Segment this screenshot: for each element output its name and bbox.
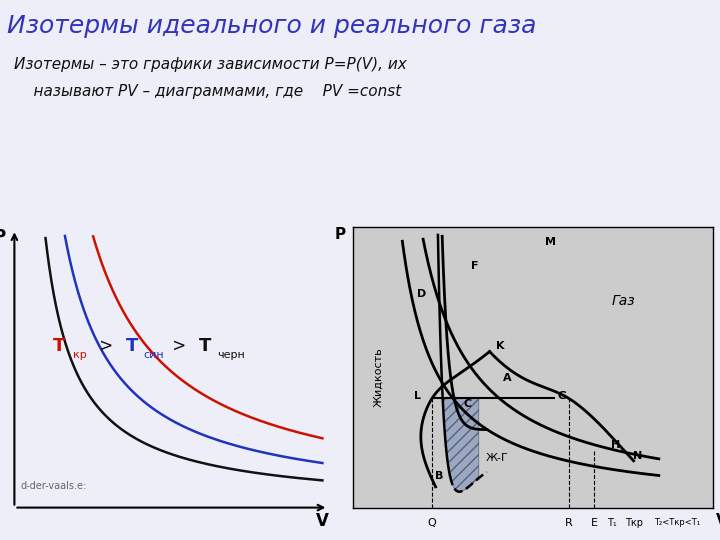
- Text: черн: черн: [217, 350, 245, 361]
- Text: D: D: [417, 289, 426, 299]
- Text: кр: кр: [73, 350, 87, 361]
- Text: P: P: [335, 227, 346, 242]
- Text: син: син: [143, 350, 164, 361]
- Text: Tкр: Tкр: [624, 518, 642, 528]
- Text: E: E: [590, 518, 598, 528]
- Text: >: >: [167, 338, 192, 355]
- Text: F: F: [472, 261, 479, 271]
- Polygon shape: [443, 399, 479, 492]
- Text: G: G: [557, 391, 566, 401]
- Text: B: B: [435, 471, 444, 481]
- Text: H: H: [611, 440, 620, 450]
- Text: V: V: [316, 511, 329, 530]
- Text: >: >: [94, 338, 118, 355]
- Text: T₁: T₁: [607, 518, 617, 528]
- Text: P: P: [0, 228, 6, 246]
- Text: V: V: [716, 513, 720, 528]
- Text: M: M: [545, 238, 557, 247]
- Text: Q: Q: [428, 518, 436, 528]
- Text: Изотермы – это графики зависимости P=P(V), их: Изотермы – это графики зависимости P=P(V…: [14, 57, 407, 72]
- Text: N: N: [633, 450, 642, 461]
- Text: Жидкость: Жидкость: [373, 348, 383, 407]
- Text: называют PV – диаграммами, где    PV =const: называют PV – диаграммами, где PV =const: [14, 84, 402, 99]
- Text: C: C: [464, 399, 472, 409]
- Text: T: T: [199, 338, 212, 355]
- Text: Газ: Газ: [612, 294, 636, 308]
- Text: T: T: [126, 338, 138, 355]
- Text: A: A: [503, 373, 512, 383]
- Text: L: L: [414, 391, 421, 401]
- Text: Ж-Г: Ж-Г: [485, 453, 508, 463]
- Text: K: K: [496, 341, 505, 352]
- Text: R: R: [565, 518, 572, 528]
- Text: T: T: [53, 338, 65, 355]
- Text: Изотермы идеального и реального газа: Изотермы идеального и реального газа: [7, 14, 536, 37]
- Text: d-der-vaals.e:: d-der-vaals.e:: [21, 481, 87, 491]
- Text: T₂<Tкр<T₁: T₂<Tкр<T₁: [654, 518, 700, 527]
